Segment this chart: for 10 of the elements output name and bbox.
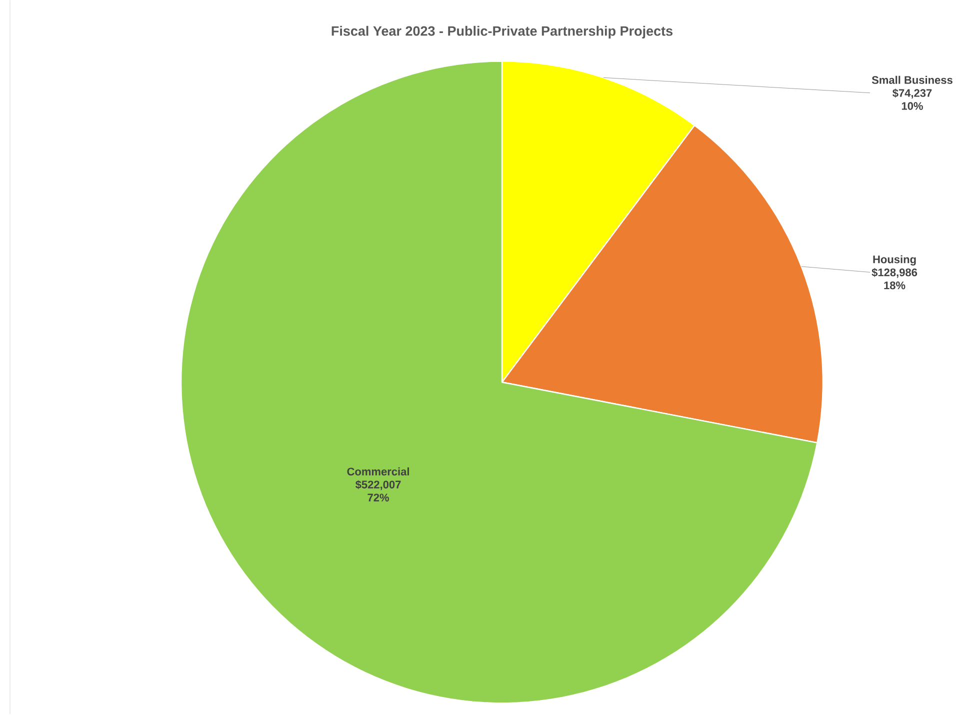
slice-label: Commercial: [347, 467, 409, 476]
text: 10%: [902, 102, 923, 110]
slice-label: Housing: [873, 255, 916, 266]
data-label: $128,986: [872, 268, 918, 278]
text: 72%: [368, 494, 389, 502]
chart-title: Fiscal Year 2023 - Public-Private Partnership Projects: [332, 26, 673, 38]
slice-label: Small Business: [872, 76, 952, 84]
data-label: $74,237: [892, 88, 932, 98]
text: 18%: [884, 281, 906, 290]
data-label: $522,007: [355, 480, 401, 490]
